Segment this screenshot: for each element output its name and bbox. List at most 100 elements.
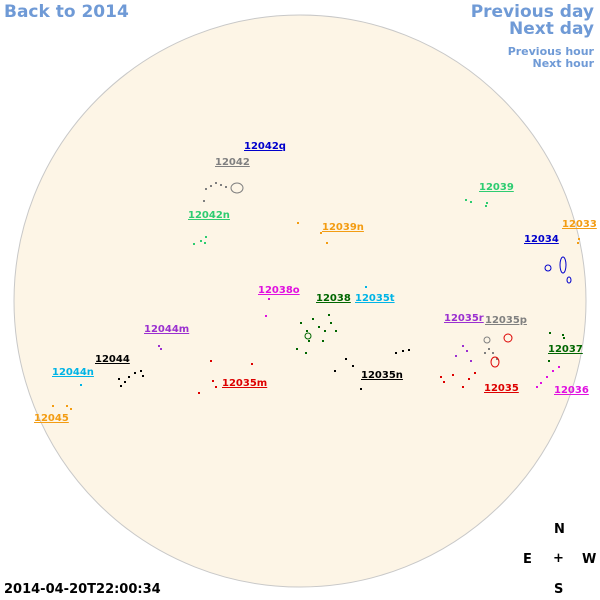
sunspot-mark-12042-1	[210, 185, 212, 187]
region-label-12042q[interactable]: 12042q	[244, 141, 286, 152]
sunspot-mark-12035-4	[468, 378, 470, 380]
region-label-12042[interactable]: 12042	[215, 157, 250, 168]
sunspot-mark-12038-9	[328, 314, 330, 316]
sunspot-mark-12038-5	[330, 322, 332, 324]
sunspot-mark-12039-1	[470, 201, 472, 203]
sunspot-contour-12034-0	[559, 256, 567, 274]
region-label-12035m[interactable]: 12035m	[222, 378, 268, 389]
next-day-link[interactable]: Next day	[509, 19, 594, 39]
sunspot-mark-12037-2	[563, 337, 565, 339]
sunspot-contour-12035-1	[503, 333, 513, 343]
region-label-12036[interactable]: 12036	[554, 385, 589, 396]
sunspot-mark-12037-1	[562, 334, 564, 336]
sunspot-contour-12034-1	[544, 264, 552, 272]
region-label-12033[interactable]: 12033	[562, 219, 597, 230]
sunspot-mark-12033-0	[578, 238, 580, 240]
sunspot-mark-12044-6	[142, 375, 144, 377]
sunspot-mark-12035r-0	[462, 345, 464, 347]
sunspot-mark-12042n-2	[193, 243, 195, 245]
sunspot-mark-12035-3	[462, 386, 464, 388]
sunspot-mark-12035p-0	[488, 348, 490, 350]
region-label-12038o[interactable]: 12038o	[258, 285, 300, 296]
sunspot-mark-12039n-1	[326, 242, 328, 244]
sunspot-mark-12038-0	[300, 322, 302, 324]
sunspot-mark-12044m-1	[160, 348, 162, 350]
sunspot-mark-12035n-2	[352, 365, 354, 367]
sunspot-mark-12042n-1	[204, 242, 206, 244]
sunspot-mark-12044-2	[128, 376, 130, 378]
region-label-12034[interactable]: 12034	[524, 234, 559, 245]
sunspot-mark-12038-1	[306, 330, 308, 332]
sunspot-mark-12037-0	[549, 332, 551, 334]
sunspot-mark-12035t-0	[365, 286, 367, 288]
sunspot-mark-12035m-3	[198, 392, 200, 394]
sunspot-mark-12036-2	[552, 370, 554, 372]
region-label-12045[interactable]: 12045	[34, 413, 69, 424]
sunspot-mark-12035-1	[443, 381, 445, 383]
sunspot-mark-12038o-0	[268, 298, 270, 300]
sunspot-contour-12034-2	[566, 276, 572, 284]
sunspot-mark-12035n-5	[402, 350, 404, 352]
sunspot-mark-12042n-0	[200, 240, 202, 242]
sunspot-contour-12035-0	[490, 356, 500, 368]
sunspot-mark-12039n-2	[297, 222, 299, 224]
sunspot-mark-12045-0	[66, 405, 68, 407]
sunspot-mark-12035p-3	[484, 352, 486, 354]
region-label-12035r[interactable]: 12035r	[444, 313, 484, 324]
region-label-12035p[interactable]: 12035p	[485, 315, 527, 326]
previous-day-link[interactable]: Previous day	[470, 2, 594, 22]
sunspot-mark-12042-0	[205, 188, 207, 190]
sunspot-mark-12038o-1	[265, 315, 267, 317]
sunspot-mark-12035-0	[440, 376, 442, 378]
observation-timestamp: 2014-04-20T22:00:34	[4, 582, 161, 597]
sunspot-contour-12042-0	[230, 182, 244, 194]
sunspot-mark-12038-4	[324, 330, 326, 332]
sunspot-mark-12036-3	[558, 366, 560, 368]
sunspot-mark-12035r-3	[470, 360, 472, 362]
sunspot-mark-12035m-4	[251, 363, 253, 365]
sunspot-mark-12038-11	[305, 352, 307, 354]
sunspot-mark-12035p-2	[496, 358, 498, 360]
region-label-12035t[interactable]: 12035t	[355, 293, 395, 304]
previous-hour-link[interactable]: Previous hour	[507, 45, 594, 58]
solar-disk-circle	[13, 14, 587, 588]
region-label-12044n[interactable]: 12044n	[52, 367, 94, 378]
region-label-12044[interactable]: 12044	[95, 354, 130, 365]
region-sunspot-marks	[52, 182, 580, 410]
region-label-12035n[interactable]: 12035n	[361, 370, 403, 381]
sunspot-mark-12044-4	[120, 385, 122, 387]
sunspot-mark-12038-2	[312, 318, 314, 320]
sunspot-mark-12038-6	[308, 340, 310, 342]
sunspot-mark-12035n-1	[345, 358, 347, 360]
sunspot-mark-12036-1	[546, 376, 548, 378]
sunspot-mark-12039n-0	[320, 232, 322, 234]
region-label-12042n[interactable]: 12042n	[188, 210, 230, 221]
sunspot-mark-12045-1	[70, 408, 72, 410]
sunspot-mark-12035n-0	[334, 370, 336, 372]
sunspot-contour-12038-0	[304, 332, 312, 340]
sunspot-mark-12035-2	[452, 374, 454, 376]
sunspot-contour-12035p-0	[483, 336, 491, 344]
next-hour-link[interactable]: Next hour	[532, 57, 595, 70]
sunspot-mark-12044-5	[140, 370, 142, 372]
sunspot-mark-12035r-2	[455, 355, 457, 357]
sunspot-mark-12035n-4	[395, 352, 397, 354]
region-label-12038[interactable]: 12038	[316, 293, 351, 304]
back-to-year-link[interactable]: Back to 2014	[4, 2, 129, 22]
sunspot-mark-12035m-1	[212, 380, 214, 382]
region-label-12039n[interactable]: 12039n	[322, 222, 364, 233]
sunspot-mark-12039-3	[486, 202, 488, 204]
sunspot-mark-12044-1	[124, 381, 126, 383]
region-label-12037[interactable]: 12037	[548, 344, 583, 355]
sunspot-mark-12036-0	[540, 382, 542, 384]
sunspot-mark-12035m-2	[215, 386, 217, 388]
sunspot-mark-12042-5	[225, 186, 227, 188]
sunspot-mark-12035-5	[474, 372, 476, 374]
region-label-12035[interactable]: 12035	[484, 383, 519, 394]
sunspot-mark-12042-4	[203, 200, 205, 202]
sunspot-mark-12038-10	[335, 330, 337, 332]
sunspot-mark-12035n-6	[408, 349, 410, 351]
region-label-12039[interactable]: 12039	[479, 182, 514, 193]
region-label-12044m[interactable]: 12044m	[144, 324, 190, 335]
